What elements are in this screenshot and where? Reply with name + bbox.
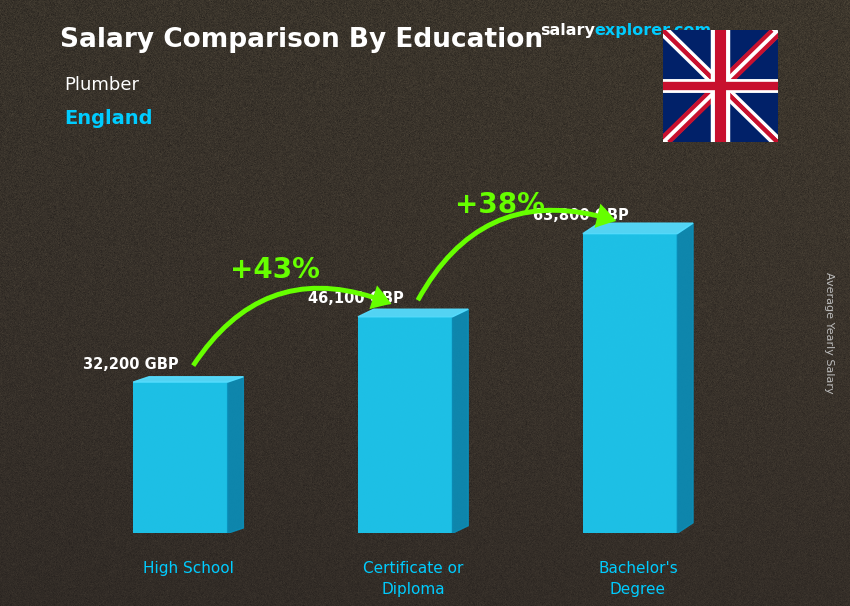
Text: 32,200 GBP: 32,200 GBP bbox=[83, 357, 178, 371]
Polygon shape bbox=[452, 309, 468, 533]
Text: Bachelor's
Degree: Bachelor's Degree bbox=[598, 561, 677, 598]
Text: England: England bbox=[64, 109, 152, 128]
Text: salary: salary bbox=[540, 23, 595, 38]
Text: Average Yearly Salary: Average Yearly Salary bbox=[824, 273, 834, 394]
Text: Salary Comparison By Education: Salary Comparison By Education bbox=[60, 27, 542, 53]
Text: High School: High School bbox=[143, 561, 234, 576]
Text: Certificate or
Diploma: Certificate or Diploma bbox=[363, 561, 463, 598]
Text: +43%: +43% bbox=[230, 256, 320, 284]
Polygon shape bbox=[583, 223, 693, 234]
Bar bbox=[358, 317, 452, 533]
Text: 46,100 GBP: 46,100 GBP bbox=[308, 291, 404, 307]
Polygon shape bbox=[358, 309, 468, 317]
FancyArrowPatch shape bbox=[416, 204, 616, 301]
FancyArrowPatch shape bbox=[191, 285, 392, 367]
Polygon shape bbox=[228, 377, 243, 533]
Text: 63,800 GBP: 63,800 GBP bbox=[533, 208, 628, 224]
Text: Plumber: Plumber bbox=[64, 76, 139, 94]
Bar bbox=[133, 382, 228, 533]
Polygon shape bbox=[133, 377, 243, 382]
Text: explorer.com: explorer.com bbox=[594, 23, 711, 38]
Text: +38%: +38% bbox=[455, 190, 545, 219]
Polygon shape bbox=[677, 223, 693, 533]
Bar bbox=[583, 234, 677, 533]
